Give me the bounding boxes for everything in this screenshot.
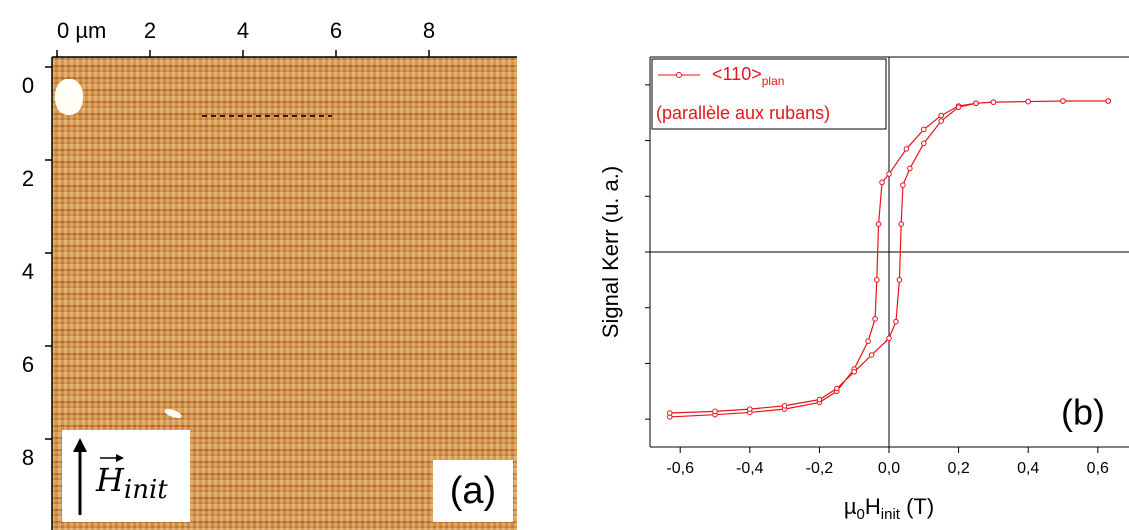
data-point <box>893 318 899 325</box>
y-tick-label: 6 <box>22 352 34 377</box>
legend-marker <box>676 72 682 78</box>
data-point <box>990 99 997 105</box>
data-point <box>875 221 882 227</box>
x-tick-label: 0,0 <box>878 460 900 477</box>
x-tick-label: 0,4 <box>1017 460 1039 477</box>
y-tick-label: 0 <box>22 73 34 98</box>
data-point <box>834 385 840 392</box>
x-tick-label: 2 <box>144 18 156 43</box>
legend-name: <110> <box>712 64 762 84</box>
data-point <box>938 112 945 119</box>
field-label: Hinit <box>95 461 168 506</box>
data-point <box>955 104 962 110</box>
data-point <box>666 410 673 416</box>
x-label-part: H <box>865 494 881 519</box>
data-point <box>921 126 927 133</box>
data-point <box>903 146 910 152</box>
data-point <box>879 179 885 186</box>
data-point <box>874 277 880 283</box>
x-tick-label: 0,6 <box>1087 460 1109 477</box>
y-tick-label: 2 <box>22 166 34 191</box>
x-tick-label: -0,2 <box>806 460 834 477</box>
y-tick-label: 8 <box>22 445 34 470</box>
data-point <box>781 402 788 409</box>
data-point <box>938 118 945 124</box>
legend-note: (parallèle aux rubans) <box>656 103 830 123</box>
data-point <box>886 335 892 342</box>
data-point <box>921 140 927 147</box>
data-point <box>712 408 718 415</box>
x-tick-label: 0,2 <box>947 460 969 477</box>
x-tick-label: -0,4 <box>736 460 764 477</box>
legend-entry: <110>plan <box>712 64 784 88</box>
data-point <box>747 406 753 412</box>
data-point <box>1105 98 1112 104</box>
x-label-part: µ <box>844 494 857 519</box>
x-label-sub: 0 <box>857 506 865 523</box>
data-point <box>898 221 904 227</box>
bright-spot <box>55 79 83 115</box>
data-point <box>973 100 979 107</box>
panel-label-box <box>433 460 513 522</box>
field-subscript: init <box>124 475 168 505</box>
panel-label: (b) <box>1061 392 1105 433</box>
x-label-part: (T) <box>900 494 934 519</box>
data-point <box>1025 98 1031 105</box>
data-point <box>907 165 913 172</box>
x-tick-label: 4 <box>237 18 249 43</box>
data-point <box>1060 98 1066 104</box>
scan-defect <box>202 115 332 117</box>
data-point <box>896 277 903 283</box>
x-tick-label: -0,6 <box>666 460 694 477</box>
x-axis-label: µ0Hinit (T) <box>844 494 934 523</box>
y-tick-label: 4 <box>22 259 34 284</box>
legend-box <box>651 58 887 130</box>
x-tick-label: 0 µm <box>57 18 106 43</box>
x-label-sub: init <box>881 506 901 523</box>
data-point <box>868 352 875 358</box>
field-symbol: H <box>95 461 125 499</box>
vector-arrow-head <box>116 454 124 462</box>
y-axis-label: Signal Kerr (u. a.) <box>598 166 623 338</box>
field-arrow-head <box>73 438 87 452</box>
data-point <box>872 316 878 322</box>
x-tick-label: 8 <box>423 18 435 43</box>
data-point <box>886 171 892 177</box>
data-point <box>900 182 906 188</box>
data-point <box>865 338 871 344</box>
data-point <box>816 396 823 403</box>
legend-subscript: plan <box>762 74 785 88</box>
panel-label: (a) <box>450 470 496 512</box>
data-point <box>851 368 858 375</box>
x-tick-label: 6 <box>330 18 342 43</box>
